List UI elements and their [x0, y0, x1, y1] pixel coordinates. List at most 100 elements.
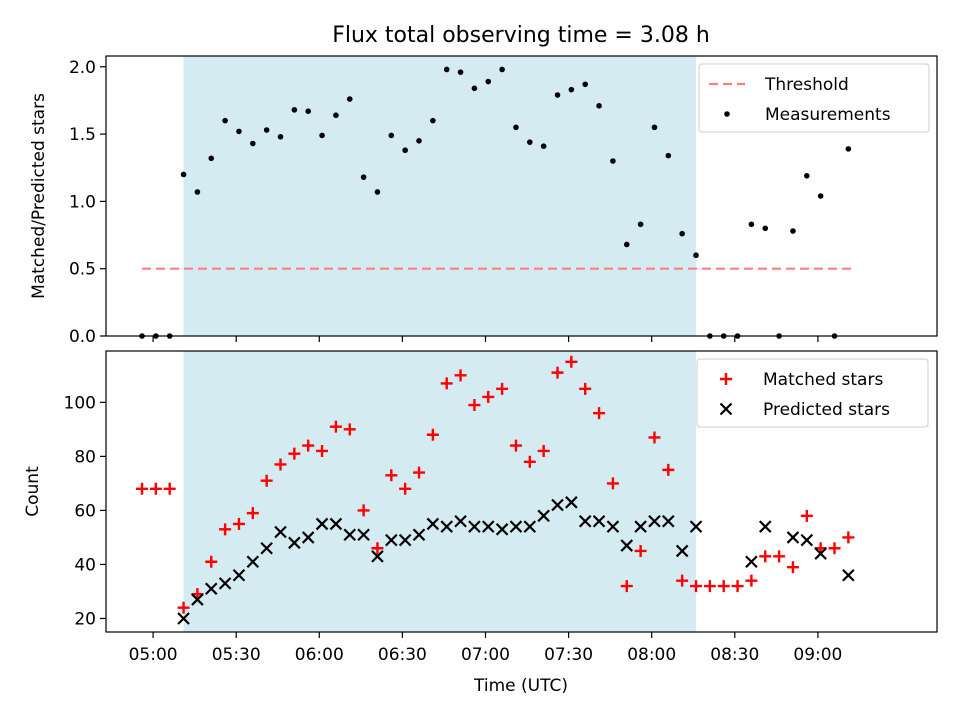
matched-star-point: [800, 509, 813, 522]
matched-star-point: [662, 463, 675, 476]
measurement-point: [402, 147, 408, 154]
predicted-star-point: [398, 533, 412, 547]
legend-plus-marker: [720, 373, 732, 385]
matched-star-point: [205, 555, 218, 568]
matched-star-point: [606, 477, 619, 490]
predicted-star-point: [551, 498, 564, 512]
measurement-point: [540, 143, 547, 149]
matched-star-point: [703, 580, 716, 593]
measurement-point: [374, 189, 381, 195]
bottom-x-axis: 05:00 05:30 06:00 06:30 07:00 07:30 08:00 08:30…: [129, 632, 842, 665]
measurement-point: [499, 66, 505, 73]
legend-threshold-label: Threshold: [764, 75, 849, 95]
predicted-star-point: [288, 536, 301, 550]
matched-star-point: [551, 366, 564, 379]
x-tick-label: 06:00: [295, 645, 344, 665]
matched-star-point: [620, 580, 633, 593]
predicted-star-point: [509, 520, 523, 533]
top-panel: 0.00.51.01.52.0 Matched/Predicted stars …: [29, 55, 938, 347]
predicted-star-point: [412, 528, 426, 542]
matched-star-point: [232, 517, 245, 530]
predicted-star-point: [468, 520, 481, 533]
predicted-star-point: [315, 517, 329, 531]
predicted-star-point: [745, 555, 758, 569]
x-tick-label: 05:30: [212, 645, 261, 665]
measurement-point: [236, 128, 242, 135]
legend-predicted-label: Predicted stars: [763, 400, 890, 420]
predicted-star-point: [274, 525, 287, 539]
predicted-star-point: [385, 533, 398, 547]
measurement-point: [443, 66, 450, 73]
matched-star-point: [343, 423, 356, 436]
legend-measurements-swatch: [724, 111, 730, 117]
measurement-point: [790, 228, 796, 234]
matched-star-point: [399, 482, 412, 495]
y-tick-label: 1.5: [69, 125, 96, 145]
predicted-star-point: [454, 514, 467, 528]
measurement-point: [845, 146, 852, 152]
matched-star-point: [385, 469, 398, 482]
predicted-star-point: [371, 550, 384, 563]
matched-star-point: [593, 407, 606, 420]
matched-star-point: [246, 507, 259, 520]
measurement-point: [194, 189, 201, 195]
measurement-point: [416, 138, 422, 144]
predicted-star-point: [662, 514, 675, 528]
y-tick-label: 0.5: [69, 260, 96, 280]
legend-cross-marker: [719, 402, 733, 416]
measurement-point: [291, 107, 298, 113]
matched-star-point: [565, 355, 578, 368]
measurement-point: [554, 92, 561, 98]
matched-star-point: [163, 482, 176, 495]
measurement-point: [804, 173, 810, 179]
predicted-star-point: [204, 582, 218, 596]
matched-star-point: [579, 382, 592, 395]
predicted-star-point: [218, 577, 232, 590]
measurement-point: [180, 171, 187, 178]
measurement-point: [665, 152, 672, 159]
matched-star-point: [717, 580, 730, 593]
top-legend-box: [698, 63, 930, 133]
bottom-plot-frame: [105, 350, 938, 633]
matched-star-point: [454, 369, 467, 382]
measurement-point: [762, 225, 769, 232]
legend-matched-label: Matched stars: [763, 370, 883, 390]
bottom-legend: Matched stars Predicted stars: [696, 358, 929, 428]
measurement-point: [610, 158, 616, 164]
y-tick-label: 40: [74, 555, 96, 575]
predicted-star-point: [814, 547, 827, 560]
matched-star-point: [440, 377, 453, 390]
measurement-point: [250, 140, 256, 147]
matched-star-point: [496, 382, 509, 395]
matched-star-point: [759, 550, 772, 563]
y-tick-label: 1.0: [69, 192, 96, 212]
y-tick-label: 20: [74, 609, 96, 629]
measurement-point: [527, 139, 533, 145]
matched-star-point: [786, 561, 799, 574]
predicted-star-point: [495, 523, 509, 536]
x-tick-label: 09:00: [793, 645, 842, 665]
y-tick-label: 80: [74, 447, 96, 467]
measurement-point: [388, 132, 395, 139]
y-tick-label: 2.0: [69, 58, 96, 78]
measurement-point: [748, 221, 755, 228]
matched-star-point: [509, 439, 522, 452]
matched-star-point: [773, 550, 786, 563]
matched-star-point: [468, 399, 481, 412]
measurement-point: [430, 117, 436, 124]
measurement-point: [319, 132, 325, 139]
predicted-star-point: [191, 593, 204, 606]
predicted-star-point: [758, 520, 772, 533]
measurement-point: [457, 69, 464, 75]
matched-star-point: [482, 390, 495, 403]
predicted-star-point: [232, 568, 246, 582]
top-x-ticks: [152, 336, 819, 342]
bottom-y-axis: 20 40 60 80 100: [64, 393, 106, 629]
measurement-point: [568, 86, 575, 93]
y-tick-label: 100: [64, 393, 96, 413]
predicted-star-point: [177, 612, 190, 625]
predicted-star-point: [800, 533, 814, 547]
matched-star-point: [828, 542, 841, 555]
predicted-star-point: [689, 520, 703, 533]
